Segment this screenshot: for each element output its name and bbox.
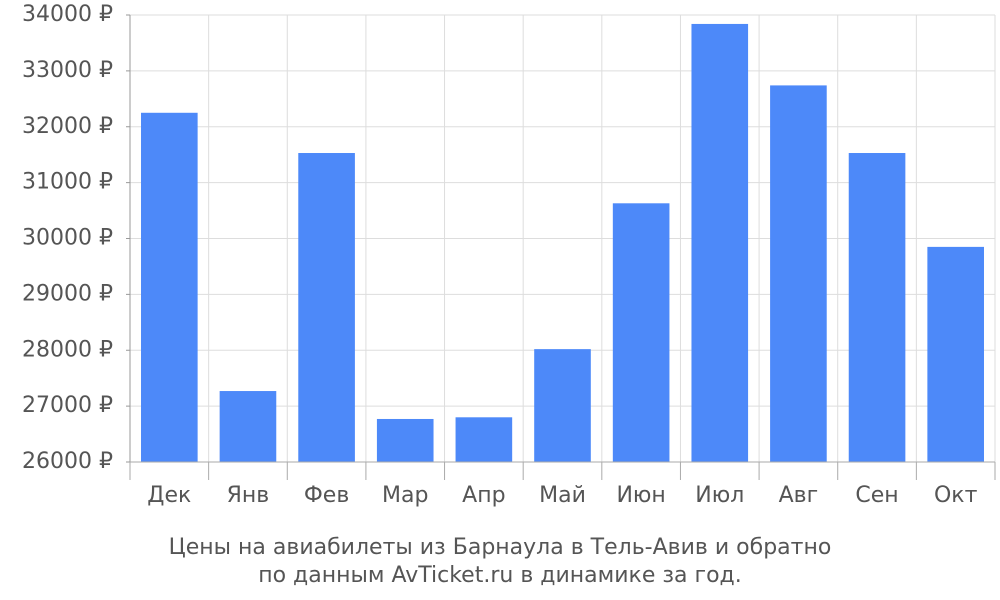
bar <box>141 112 198 462</box>
x-tick-label: Июл <box>695 483 744 508</box>
y-tick-label: 30000 ₽ <box>22 226 113 251</box>
x-tick-label: Окт <box>934 483 978 508</box>
x-tick-label: Фев <box>304 483 349 508</box>
bar <box>534 349 591 462</box>
bar <box>376 418 434 462</box>
x-tick-label: Май <box>539 483 586 508</box>
x-tick-label: Дек <box>147 483 191 508</box>
bar <box>691 23 749 462</box>
x-tick-label: Июн <box>616 483 665 508</box>
y-tick-label: 34000 ₽ <box>22 2 113 27</box>
bar <box>848 153 906 463</box>
caption-line: по данным AvTicket.ru в динамике за год. <box>258 563 742 588</box>
x-tick-label: Янв <box>227 483 270 508</box>
bar <box>770 85 827 462</box>
bar <box>298 153 355 463</box>
bar <box>612 203 670 462</box>
y-tick-label: 27000 ₽ <box>22 393 113 418</box>
x-tick-label: Мар <box>382 483 428 508</box>
bar <box>219 391 277 462</box>
y-tick-label: 26000 ₽ <box>22 449 113 474</box>
bar <box>455 417 513 462</box>
y-tick-label: 29000 ₽ <box>22 281 113 306</box>
bar <box>927 246 984 462</box>
y-tick-label: 28000 ₽ <box>22 337 113 362</box>
x-tick-label: Сен <box>855 483 898 508</box>
y-tick-label: 32000 ₽ <box>22 114 113 139</box>
caption-line: Цены на авиабилеты из Барнаула в Тель-Ав… <box>169 535 832 560</box>
y-tick-label: 33000 ₽ <box>22 58 113 83</box>
x-tick-label: Апр <box>462 483 505 508</box>
y-tick-label: 31000 ₽ <box>22 170 113 195</box>
x-tick-label: Авг <box>779 483 819 508</box>
